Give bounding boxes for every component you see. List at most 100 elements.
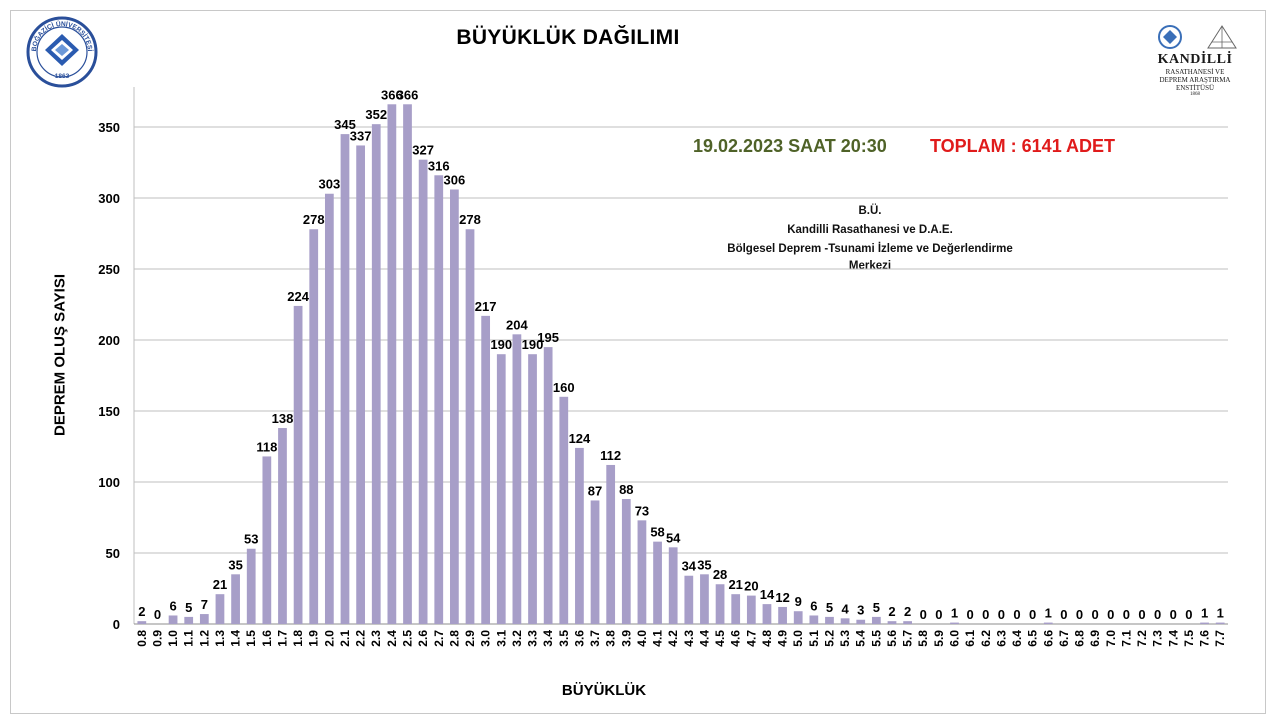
kandilli-observatory-logo: KANDİLLİ RASATHANESİ VE DEPREM ARAŞTIRMA… <box>1146 24 1244 100</box>
x-tick-label: 7.2 <box>1135 630 1149 647</box>
data-label: 1 <box>1217 606 1224 621</box>
bar <box>700 574 709 624</box>
data-label: 217 <box>475 299 497 314</box>
data-label: 0 <box>1170 607 1177 622</box>
x-tick-label: 6.7 <box>1057 630 1071 647</box>
x-tick-label: 7.3 <box>1151 630 1165 647</box>
x-tick-label: 3.2 <box>510 630 524 647</box>
x-tick-label: 2.1 <box>338 630 352 647</box>
bar <box>137 621 147 624</box>
bar <box>809 615 819 624</box>
data-label: 58 <box>650 525 664 540</box>
bar <box>871 616 881 624</box>
data-label: 6 <box>810 598 817 613</box>
date-time-label: 19.02.2023 SAAT 20:30 <box>693 136 887 156</box>
data-label: 21 <box>213 577 227 592</box>
bar <box>465 229 475 625</box>
bar <box>262 456 272 624</box>
data-label: 0 <box>998 607 1005 622</box>
y-tick-label: 350 <box>98 120 120 135</box>
data-label: 0 <box>1076 607 1083 622</box>
data-label: 160 <box>553 380 575 395</box>
data-label: 20 <box>744 579 758 594</box>
x-tick-label: 2.5 <box>401 630 415 647</box>
x-tick-label: 7.6 <box>1198 630 1212 647</box>
x-tick-label: 3.3 <box>526 630 540 647</box>
data-label: 7 <box>201 597 208 612</box>
x-tick-label: 5.6 <box>885 630 899 647</box>
bar <box>575 447 584 624</box>
y-tick-label: 150 <box>98 404 120 419</box>
x-tick-label: 6.1 <box>963 630 977 647</box>
x-tick-label: 1.5 <box>244 630 258 647</box>
x-tick-label: 5.8 <box>916 630 930 647</box>
x-tick-label: 2.0 <box>322 630 336 647</box>
bar <box>950 622 959 624</box>
bar <box>528 354 537 624</box>
bar <box>856 619 866 624</box>
x-tick-label: 4.6 <box>729 630 743 647</box>
data-label: 5 <box>873 600 880 615</box>
bar <box>450 189 459 625</box>
x-tick-label: 2.2 <box>354 630 368 647</box>
x-tick-label: 3.8 <box>604 630 618 647</box>
x-tick-label: 6.0 <box>948 630 962 647</box>
data-label: 14 <box>760 587 775 602</box>
data-label: 0 <box>1185 607 1192 622</box>
y-tick-label: 200 <box>98 333 120 348</box>
svg-text:1863: 1863 <box>55 73 70 80</box>
data-label: 88 <box>619 482 633 497</box>
data-label: 73 <box>635 503 649 518</box>
x-tick-label: 6.6 <box>1041 630 1055 647</box>
data-label: 12 <box>775 590 789 605</box>
x-tick-label: 4.4 <box>697 630 711 647</box>
data-label: 1 <box>1201 606 1208 621</box>
data-label: 124 <box>569 431 591 446</box>
data-label: 28 <box>713 567 727 582</box>
data-label: 0 <box>1092 607 1099 622</box>
x-tick-label: 3.6 <box>572 630 586 647</box>
data-label: 366 <box>381 87 403 102</box>
data-label: 0 <box>982 607 989 622</box>
data-label: 0 <box>1029 607 1036 622</box>
x-tick-label: 1.6 <box>260 630 274 647</box>
bar <box>590 500 600 624</box>
x-tick-label: 1.3 <box>213 630 227 647</box>
data-label: 5 <box>185 600 192 615</box>
data-label: 35 <box>228 557 242 572</box>
x-tick-label: 6.3 <box>994 630 1008 647</box>
x-tick-label: 5.3 <box>838 630 852 647</box>
bar <box>903 621 912 624</box>
x-tick-label: 5.7 <box>901 630 915 647</box>
data-label: 21 <box>728 577 742 592</box>
x-tick-label: 1.9 <box>307 630 321 647</box>
data-label: 4 <box>841 601 849 616</box>
x-tick-label: 4.2 <box>666 630 680 647</box>
x-tick-label: 5.2 <box>822 630 836 647</box>
data-label: 190 <box>490 337 512 352</box>
data-label: 204 <box>506 317 528 332</box>
x-tick-label: 4.3 <box>682 630 696 647</box>
bar <box>778 606 787 624</box>
bar <box>512 334 522 624</box>
bar <box>543 347 553 624</box>
x-tick-label: 0.9 <box>150 630 164 647</box>
chart-title: BÜYÜKLÜK DAĞILIMI <box>456 26 680 49</box>
bar <box>1200 622 1209 624</box>
data-label: 0 <box>1060 607 1067 622</box>
bar <box>887 621 897 624</box>
x-tick-label: 7.5 <box>1182 630 1196 647</box>
x-tick-label: 4.1 <box>651 630 665 647</box>
bar <box>559 396 569 624</box>
data-label: 9 <box>795 594 802 609</box>
bar <box>653 541 662 624</box>
bar <box>606 464 616 624</box>
x-tick-label: 5.4 <box>854 630 868 647</box>
data-label: 1 <box>951 606 958 621</box>
bar <box>199 614 209 624</box>
bogazici-university-logo: BOĞAZİÇİ ÜNİVERSİTESİ 1863 <box>24 16 100 88</box>
bar <box>418 159 428 624</box>
x-tick-label: 0.8 <box>135 630 149 647</box>
org-line-1: B.Ü. <box>858 205 882 217</box>
